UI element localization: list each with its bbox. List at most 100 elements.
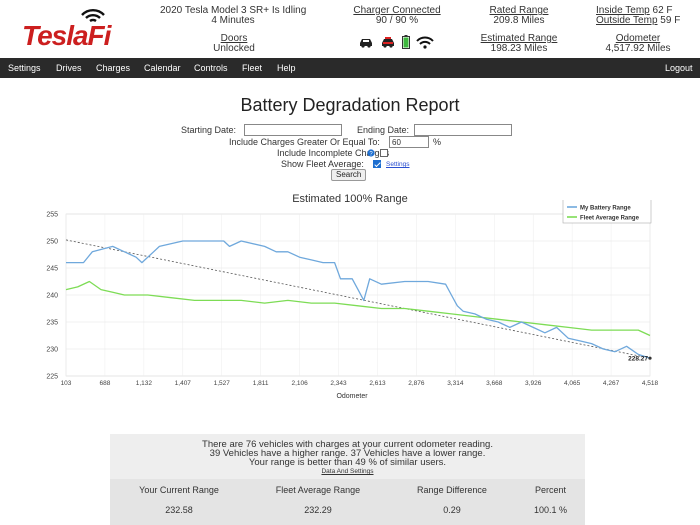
nav-help[interactable]: Help [277,63,296,73]
y-tick-label: 240 [46,293,58,300]
x-tick-label: 4,065 [564,380,581,387]
x-tick-label: 1,132 [136,380,153,387]
charger-status: Charger Connected 90 / 90 % [352,6,442,26]
estimated-range-value: 198.23 Miles [490,43,548,54]
y-tick-label: 255 [46,212,58,219]
x-tick-label: 1,527 [214,380,231,387]
end-point-marker [648,356,652,360]
estimated-range: Estimated Range 198.23 Miles [476,34,562,54]
x-tick-label: 103 [61,380,72,387]
nav-settings[interactable]: Settings [8,63,41,73]
outside-temp-value: 59 F [660,15,681,26]
summary-line-2: 39 Vehicles have a higher range. 37 Vehi… [209,448,486,459]
legend-label-my-battery: My Battery Range [580,206,631,212]
charges-threshold-input[interactable] [389,136,429,148]
temperatures: Inside Temp 62 F Outside Temp 59 F [596,6,682,26]
value-percent: 100.1 % [533,505,568,515]
x-tick-label: 3,668 [486,380,503,387]
teslafi-logo[interactable]: TeslaFi [22,6,112,52]
nav-charges[interactable]: Charges [96,63,131,73]
summary-panel: There are 76 vehicles with charges at yo… [110,434,585,525]
doors-value: Unlocked [213,43,255,54]
nav-fleet[interactable]: Fleet [242,63,263,73]
doors-status: Doors Unlocked [196,34,272,54]
value-current-range: 232.58 [165,505,193,515]
charges-threshold-unit: % [433,137,442,147]
car-icon[interactable] [358,36,374,48]
range-chart: 228.27 225 230 235 240 245 250 255 103 688 1,132 1… [46,200,659,400]
odometer-value: 4,517.92 Miles [605,43,671,54]
header-percent: Percent [534,485,567,495]
inside-temp-label[interactable]: Inside Temp [596,5,650,16]
rated-range: Rated Range 209.8 Miles [476,6,562,26]
end-date-input[interactable] [414,124,512,136]
page-title: Battery Degradation Report [240,95,460,115]
doors-label[interactable]: Doors [220,33,248,44]
summary-table: Your Current Range Fleet Average Range R… [110,479,585,525]
search-button[interactable]: Search [331,169,367,181]
car-red-icon[interactable] [380,36,396,48]
legend-label-fleet-average: Fleet Average Range [580,216,640,222]
top-header: TeslaFi 2020 Tesla Model 3 SR+ Is Idling… [0,0,700,58]
end-point-label: 228.27 [628,356,648,363]
y-tick-label: 245 [46,266,58,273]
settings-link[interactable]: Settings [386,161,410,168]
odometer: Odometer 4,517.92 Miles [600,34,676,54]
status-icons [358,35,434,49]
x-tick-label: 2,343 [330,380,347,387]
fleet-average-label: Show Fleet Average: [281,159,364,169]
y-tick-label: 225 [46,374,58,381]
x-tick-label: 2,613 [369,380,386,387]
rated-range-value: 209.8 Miles [493,15,545,26]
vehicle-status-line1: 2020 Tesla Model 3 SR+ Is Idling [160,5,307,16]
x-tick-label: 1,811 [253,380,269,387]
x-tick-label: 4,267 [603,380,620,387]
chart-title: Estimated 100% Range [292,193,408,205]
help-icon[interactable]: ? [367,149,375,157]
logo-text: TeslaFi [22,20,111,51]
incomplete-charges-checkbox[interactable] [380,149,388,157]
x-axis-label: Odometer [336,393,368,400]
y-tick-label: 235 [46,320,58,327]
charger-label[interactable]: Charger Connected [353,5,441,16]
battery-icon[interactable] [402,35,410,49]
summary-line-3: Your range is better than 49 % of simila… [248,457,447,468]
header-current-range: Your Current Range [139,485,219,495]
x-tick-label: 3,314 [447,380,464,387]
x-tick-label: 4,518 [642,380,659,387]
nav-drives[interactable]: Drives [56,63,82,73]
header-fleet-average: Fleet Average Range [275,485,361,495]
rated-range-label[interactable]: Rated Range [489,5,549,16]
odometer-label[interactable]: Odometer [615,33,661,44]
start-date-input[interactable] [244,124,342,136]
x-tick-label: 3,926 [525,380,542,387]
svg-text:?: ? [369,151,373,157]
chart-legend: My Battery Range Fleet Average Range [562,200,652,224]
wifi-icon[interactable] [416,36,434,49]
vehicle-status-line2: 4 Minutes [211,15,255,26]
value-range-difference: 0.29 [443,505,461,515]
fleet-average-range-line [65,280,651,337]
header-range-difference: Range Difference [417,485,487,495]
x-tick-label: 688 [100,380,111,387]
start-date-label: Starting Date: [181,125,237,135]
nav-calendar[interactable]: Calendar [144,63,181,73]
vehicle-status: 2020 Tesla Model 3 SR+ Is Idling 4 Minut… [160,6,306,26]
summary-line-1: There are 76 vehicles with charges at yo… [202,439,493,450]
y-tick-label: 250 [46,239,58,246]
main-nav: Settings Drives Charges Calendar Control… [0,58,700,78]
x-tick-label: 2,876 [408,380,425,387]
estimated-range-label[interactable]: Estimated Range [480,33,558,44]
charger-value: 90 / 90 % [375,15,419,26]
charges-threshold-label: Include Charges Greater Or Equal To: [229,137,380,147]
nav-controls[interactable]: Controls [194,63,228,73]
nav-logout[interactable]: Logout [665,63,693,73]
x-tick-label: 1,407 [175,380,192,387]
outside-temp-label[interactable]: Outside Temp [596,15,658,26]
data-settings-link[interactable]: Data And Settings [321,468,374,475]
trend-line [65,239,651,359]
x-tick-label: 2,106 [291,380,308,387]
my-battery-range-line [66,240,651,359]
fleet-average-checkbox[interactable] [373,160,381,168]
value-fleet-average: 232.29 [304,505,332,515]
